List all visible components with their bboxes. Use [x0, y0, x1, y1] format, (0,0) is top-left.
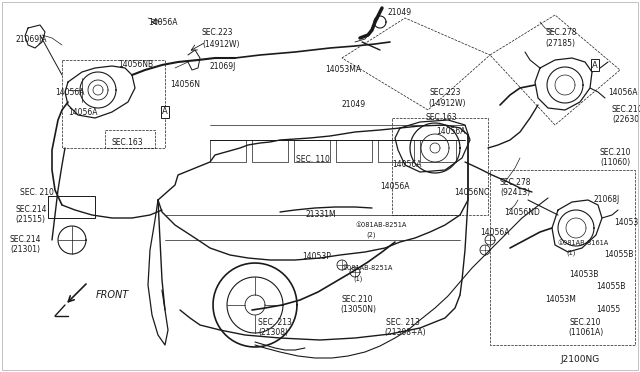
Text: FRONT: FRONT [96, 290, 129, 300]
Text: SEC. 213: SEC. 213 [258, 318, 292, 327]
Text: 14056A: 14056A [380, 182, 410, 191]
Text: (21308+A): (21308+A) [384, 328, 426, 337]
Text: 14055: 14055 [596, 305, 620, 314]
Text: 14056A: 14056A [480, 228, 509, 237]
Text: 14053MA: 14053MA [325, 65, 361, 74]
Text: SEC.210: SEC.210 [342, 295, 374, 304]
Text: 21069JA: 21069JA [15, 35, 47, 44]
Text: SEC.223: SEC.223 [202, 28, 234, 37]
Text: SEC.278: SEC.278 [545, 28, 577, 37]
Text: 14056ND: 14056ND [504, 208, 540, 217]
Text: (2): (2) [366, 232, 376, 238]
Text: 14055B: 14055B [596, 282, 625, 291]
Text: 14056N: 14056N [170, 80, 200, 89]
Text: SEC.210: SEC.210 [612, 105, 640, 114]
Text: SEC.163: SEC.163 [112, 138, 143, 147]
Text: A: A [592, 61, 598, 70]
Text: 21331M: 21331M [306, 210, 337, 219]
Text: ①081AB-8251A: ①081AB-8251A [355, 222, 406, 228]
Text: SEC. 213: SEC. 213 [386, 318, 420, 327]
Text: SEC.278: SEC.278 [500, 178, 531, 187]
Text: (1): (1) [353, 275, 362, 282]
Text: (21515): (21515) [15, 215, 45, 224]
Text: SEC. 110: SEC. 110 [296, 155, 330, 164]
Text: (22630): (22630) [612, 115, 640, 124]
Text: (92413): (92413) [500, 188, 530, 197]
Text: 14056A: 14056A [148, 18, 177, 27]
Text: 21049: 21049 [388, 8, 412, 17]
Text: 14056A: 14056A [55, 88, 84, 97]
Text: 14056A: 14056A [392, 160, 422, 169]
Text: (21308): (21308) [258, 328, 288, 337]
Text: ①081AB-8251A: ①081AB-8251A [342, 265, 394, 271]
Text: SEC.214: SEC.214 [15, 205, 47, 214]
Text: SEC.210: SEC.210 [569, 318, 600, 327]
Text: A: A [162, 108, 168, 116]
Text: SEC. 210: SEC. 210 [20, 188, 54, 197]
Text: (27185): (27185) [545, 39, 575, 48]
Text: SEC.163: SEC.163 [426, 113, 458, 122]
Text: 14055B: 14055B [604, 250, 634, 259]
Text: 14053P: 14053P [302, 252, 331, 261]
Text: 14056A: 14056A [608, 88, 637, 97]
Text: SEC.214: SEC.214 [10, 235, 42, 244]
Text: 14056NC: 14056NC [454, 188, 489, 197]
Text: 21069J: 21069J [210, 62, 236, 71]
Text: 14056A: 14056A [68, 108, 97, 117]
Text: ①081AB-8161A: ①081AB-8161A [558, 240, 609, 246]
Text: 21049: 21049 [342, 100, 366, 109]
Text: (1): (1) [566, 250, 575, 257]
Text: 14053B: 14053B [569, 270, 598, 279]
Text: 14056NB: 14056NB [118, 60, 153, 69]
Text: SEC.210: SEC.210 [600, 148, 632, 157]
Text: 14056A: 14056A [436, 127, 465, 136]
Text: (21301): (21301) [10, 245, 40, 254]
Text: (14912W): (14912W) [428, 99, 465, 108]
Text: (14912W): (14912W) [202, 40, 239, 49]
Text: J2100NG: J2100NG [560, 355, 599, 364]
Text: 14053: 14053 [614, 218, 638, 227]
Text: SEC.223: SEC.223 [430, 88, 461, 97]
Text: (13050N): (13050N) [340, 305, 376, 314]
Text: (11061A): (11061A) [568, 328, 604, 337]
Text: 21068J: 21068J [594, 195, 620, 204]
Text: 14053M: 14053M [545, 295, 576, 304]
Text: (11060): (11060) [600, 158, 630, 167]
